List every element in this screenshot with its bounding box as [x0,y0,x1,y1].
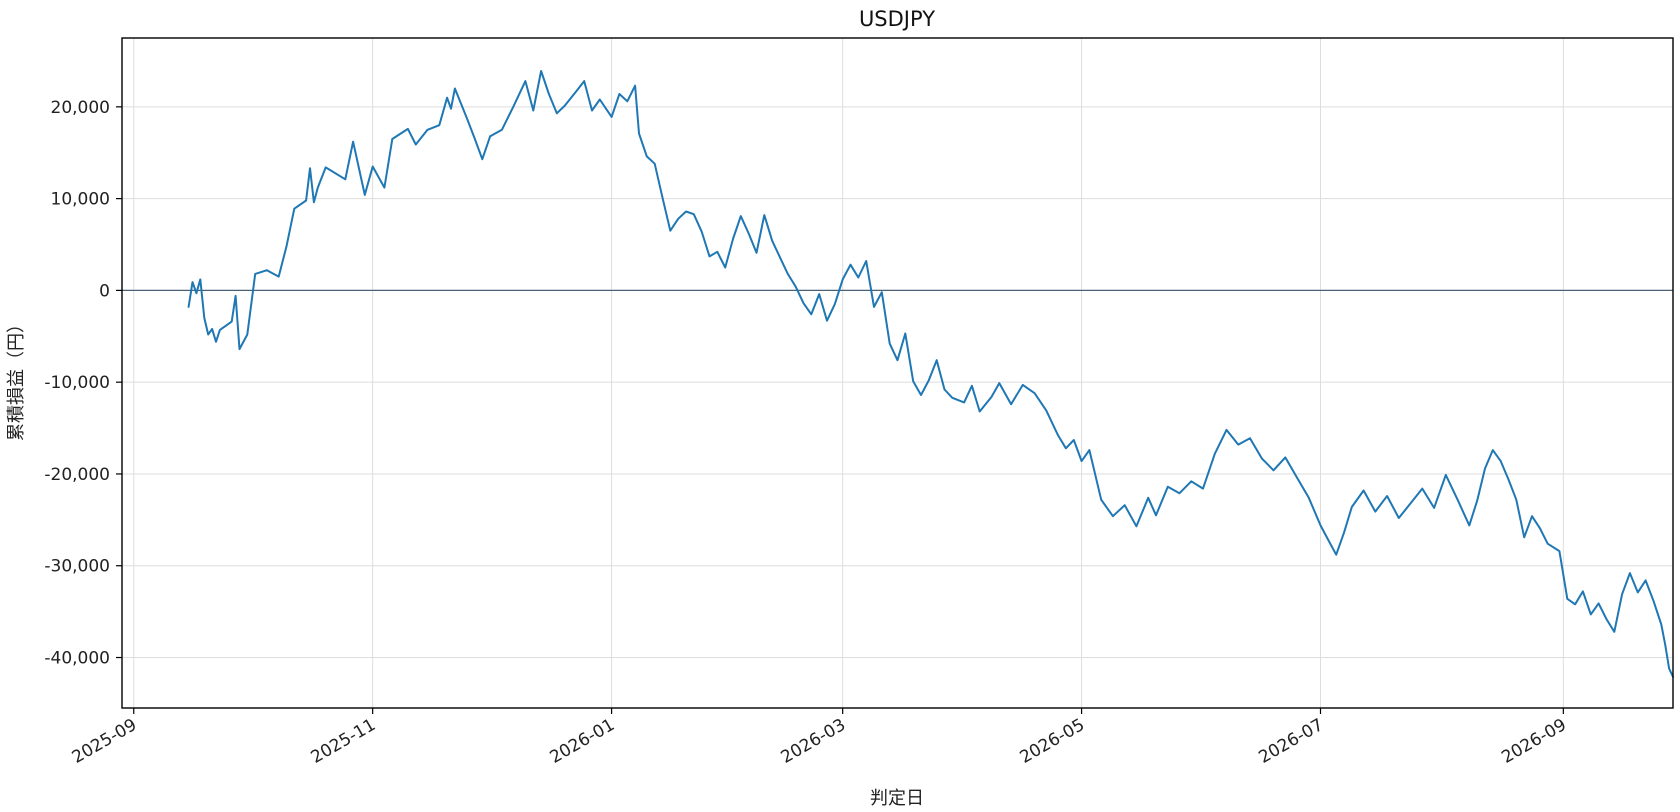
x-tick-label: 2025-11 [308,715,380,768]
plot-area-frame [121,37,1674,709]
series-line [187,70,1674,678]
y-tick-label: -40,000 [44,649,110,669]
x-tick-label: 2026-03 [778,715,850,768]
y-tick-label: -30,000 [44,557,110,577]
y-axis-ticks: 20,000 10,000 0 -10,000 -20,000 -30,000 -40,00… [44,98,122,669]
grid [122,38,1673,708]
y-tick-label: 10,000 [51,190,110,210]
y-axis-title: 累積損益（円） [6,315,27,441]
y-tick-label: -10,000 [44,373,110,393]
x-tick-label: 2026-09 [1498,715,1570,768]
x-axis-ticks: 2025-09 2025-11 2026-01 2026-03 2026-05 2026-… [69,708,1570,768]
x-axis-title: 判定日 [870,788,924,809]
x-tick-label: 2026-01 [547,715,619,768]
x-tick-label: 2025-09 [69,715,141,768]
series-group [187,70,1674,678]
x-tick-label: 2026-05 [1017,715,1089,768]
chart-title: USDJPY [859,7,935,31]
y-tick-label: 0 [99,281,110,301]
y-tick-label: 20,000 [51,98,110,118]
y-tick-label: -20,000 [44,465,110,485]
x-tick-label: 2026-07 [1255,715,1327,768]
